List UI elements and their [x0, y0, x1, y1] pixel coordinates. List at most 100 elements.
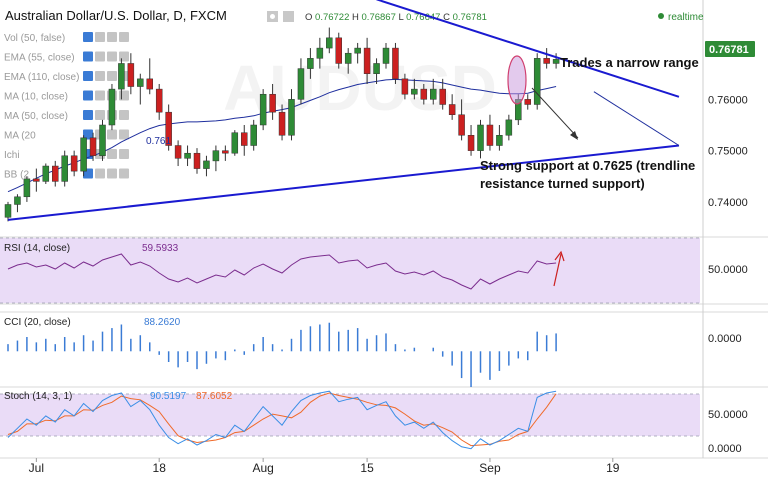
candle	[373, 58, 380, 84]
time-tick-label: Jul	[29, 461, 44, 475]
candle	[61, 150, 68, 187]
indicator-close-icon[interactable]	[119, 32, 129, 42]
candle-body	[354, 47, 361, 54]
stoch-d-line	[7, 392, 557, 447]
candle-body	[99, 124, 106, 157]
indicator-label: EMA (55, close)	[4, 53, 75, 64]
candle	[326, 27, 333, 54]
candle-body	[184, 152, 191, 159]
candle	[99, 119, 106, 161]
candle	[70, 150, 78, 177]
candle	[250, 119, 257, 151]
candle	[203, 155, 210, 177]
candle	[316, 37, 324, 69]
indicator-add-icon[interactable]	[107, 71, 117, 81]
candle-body	[89, 137, 97, 157]
price-tick-label: 0.76000	[708, 94, 748, 106]
candle-body	[344, 52, 352, 64]
indicator-settings-icon[interactable]	[95, 32, 105, 42]
header-settings-icon[interactable]	[267, 11, 278, 22]
candle	[165, 104, 172, 151]
cci-label: CCI (20, close)	[4, 317, 71, 328]
indicator-eye-icon[interactable]	[83, 110, 93, 120]
indicator-eye-icon[interactable]	[83, 32, 93, 42]
candle	[486, 114, 494, 151]
candle	[533, 53, 541, 110]
candle-body	[127, 63, 135, 87]
candle	[477, 119, 484, 159]
indicator-close-icon[interactable]	[119, 110, 129, 120]
candle	[297, 58, 305, 105]
stoch-axis-tick-50: 50.0000	[708, 409, 748, 421]
range-highlight	[507, 55, 527, 105]
time-tick-label: 19	[606, 461, 620, 475]
candle	[222, 145, 229, 161]
candle	[23, 176, 31, 202]
candle	[269, 83, 276, 120]
indicator-close-icon[interactable]	[119, 149, 129, 159]
candle-body	[486, 124, 494, 146]
indicator-settings-icon[interactable]	[95, 51, 105, 62]
candle-body	[467, 135, 475, 151]
candle	[439, 78, 446, 110]
candle-body	[155, 88, 163, 113]
candle	[467, 125, 475, 156]
indicator-close-icon[interactable]	[119, 51, 129, 62]
candle-body	[203, 160, 210, 169]
indicator-close-icon[interactable]	[119, 168, 129, 179]
indicator-settings-icon[interactable]	[95, 90, 105, 101]
candle	[184, 145, 191, 167]
candle-body	[33, 178, 40, 182]
stoch-pane	[7, 390, 557, 450]
indicator-eye-icon[interactable]	[83, 129, 93, 140]
indicator-settings-icon[interactable]	[95, 168, 105, 179]
candle-body	[307, 58, 314, 69]
cci-value: 88.2620	[144, 317, 181, 328]
candle	[543, 48, 550, 69]
candle-body	[363, 47, 371, 74]
candle-body	[552, 59, 560, 64]
indicator-add-icon[interactable]	[107, 129, 117, 140]
candle	[80, 135, 87, 177]
candle	[241, 125, 248, 156]
candle-body	[52, 165, 59, 182]
candle-body	[533, 58, 541, 105]
candle-body	[193, 152, 201, 169]
indicator-eye-icon[interactable]	[83, 51, 93, 62]
candle-body	[118, 63, 125, 90]
candle	[335, 32, 342, 69]
indicator-close-icon[interactable]	[119, 90, 129, 101]
candle	[174, 140, 182, 167]
stoch-k-line	[7, 390, 557, 450]
indicator-add-icon[interactable]	[107, 168, 117, 179]
stoch-d-value: 87.6052	[196, 391, 233, 402]
candle-body	[80, 137, 87, 172]
indicator-settings-icon[interactable]	[95, 71, 105, 81]
candle-body	[288, 99, 295, 136]
candle	[354, 42, 361, 64]
candle-body	[165, 111, 172, 146]
indicator-eye-icon[interactable]	[83, 71, 93, 81]
stoch-axis-tick-0: 0.0000	[708, 443, 742, 455]
indicator-add-icon[interactable]	[107, 32, 117, 42]
indicator-label: Vol (50, false)	[4, 33, 65, 44]
price-tick-label: 0.74000	[708, 197, 748, 209]
indicator-add-icon[interactable]	[107, 51, 117, 62]
indicator-add-icon[interactable]	[107, 149, 117, 159]
header-menu-icon[interactable]	[283, 11, 294, 22]
indicator-close-icon[interactable]	[119, 129, 129, 140]
candle	[278, 104, 286, 141]
indicator-settings-icon[interactable]	[95, 110, 105, 120]
indicator-eye-icon[interactable]	[83, 90, 93, 101]
candle-body	[70, 155, 78, 172]
candle-body	[316, 47, 324, 59]
candle	[4, 201, 12, 222]
candle-body	[250, 124, 257, 146]
up-arrow-icon	[553, 250, 565, 287]
time-axis: Jul 18 Aug 15 Sep 19	[29, 458, 620, 475]
candle	[458, 99, 465, 141]
candle-body	[505, 119, 513, 136]
indicator-label: BB (2	[4, 170, 29, 181]
narrow-range-annotation: Trades a narrow range	[560, 55, 699, 70]
